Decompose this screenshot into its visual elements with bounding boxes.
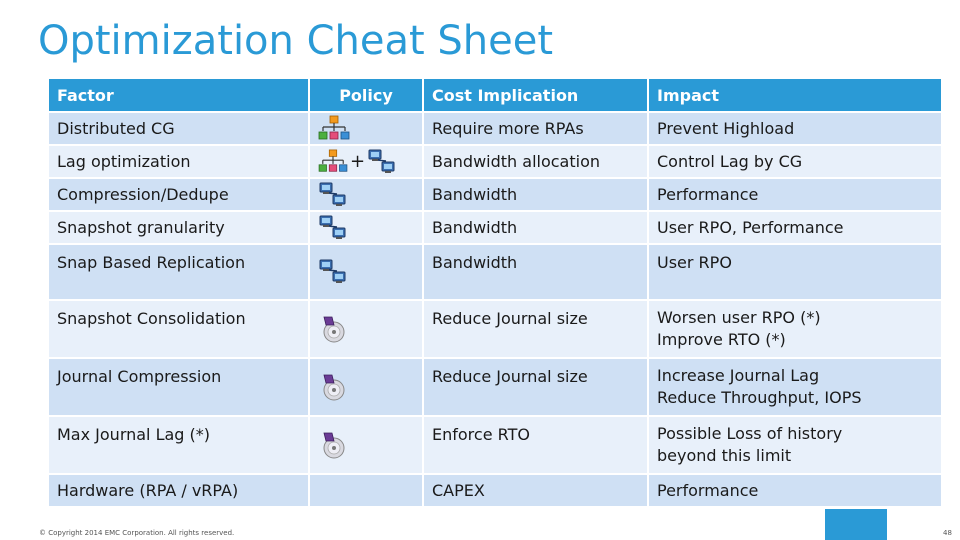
slide-title: Optimization Cheat Sheet xyxy=(38,18,554,64)
impact-cell: Prevent Highload xyxy=(647,111,943,146)
network-computers-icon xyxy=(319,259,346,283)
table-header-row: Factor Policy Cost Implication Impact xyxy=(47,77,943,113)
plus-sign: + xyxy=(350,151,366,172)
impact-cell: Worsen user RPO (*) Improve RTO (*) xyxy=(647,299,943,359)
policy-cell xyxy=(308,210,424,245)
cost-cell: Reduce Journal size xyxy=(422,299,649,359)
cost-cell: Enforce RTO xyxy=(422,415,649,475)
network-computers-icon xyxy=(319,182,346,206)
factor-cell: Journal Compression xyxy=(47,357,310,417)
impact-line: User RPO, Performance xyxy=(657,218,844,237)
table-row: Snapshot Consolidation Reduce Journal si… xyxy=(47,299,943,359)
disc-icon xyxy=(323,432,345,459)
impact-line: User RPO xyxy=(657,253,732,272)
impact-line: Control Lag by CG xyxy=(657,152,803,171)
cost-cell: Require more RPAs xyxy=(422,111,649,146)
cost-cell: CAPEX xyxy=(422,473,649,508)
header-cost: Cost Implication xyxy=(422,77,649,113)
cost-cell: Bandwidth allocation xyxy=(422,144,649,179)
impact-cell: Performance xyxy=(647,473,943,508)
cost-cell: Bandwidth xyxy=(422,210,649,245)
impact-line: Increase Journal Lag xyxy=(657,366,820,385)
table-row: Distributed CG Require more RPAs Prevent… xyxy=(47,111,943,146)
disc-icon xyxy=(323,316,345,343)
impact-cell: User RPO xyxy=(647,243,943,301)
factor-cell: Distributed CG xyxy=(47,111,310,146)
cheat-sheet-table: Factor Policy Cost Implication Impact Di… xyxy=(47,77,943,508)
header-impact: Impact xyxy=(647,77,943,113)
impact-cell: User RPO, Performance xyxy=(647,210,943,245)
table-row: Snapshot granularity Bandwidth User RPO,… xyxy=(47,210,943,245)
factor-cell: Hardware (RPA / vRPA) xyxy=(47,473,310,508)
impact-line: Improve RTO (*) xyxy=(657,330,786,349)
factor-cell: Lag optimization xyxy=(47,144,310,179)
policy-cell xyxy=(308,473,424,508)
table-row: Snap Based Replication Bandwidth User RP… xyxy=(47,243,943,301)
hierarchy-icon xyxy=(318,115,350,139)
factor-cell: Compression/Dedupe xyxy=(47,177,310,212)
policy-cell: + xyxy=(308,144,424,179)
network-computers-icon xyxy=(368,149,395,173)
policy-cell xyxy=(308,357,424,417)
table-row: Max Journal Lag (*) Enforce RTO Possible… xyxy=(47,415,943,475)
policy-cell xyxy=(308,415,424,475)
cost-cell: Bandwidth xyxy=(422,243,649,301)
impact-cell: Possible Loss of history beyond this limi… xyxy=(647,415,943,475)
hierarchy-icon xyxy=(318,149,348,172)
impact-line: Reduce Throughput, IOPS xyxy=(657,388,862,407)
table-row: Lag optimization + Ban xyxy=(47,144,943,179)
disc-icon xyxy=(323,374,345,401)
page-number: 48 xyxy=(943,529,952,537)
policy-cell xyxy=(308,299,424,359)
policy-cell xyxy=(308,243,424,301)
impact-cell: Control Lag by CG xyxy=(647,144,943,179)
factor-cell: Snap Based Replication xyxy=(47,243,310,301)
impact-line: Worsen user RPO (*) xyxy=(657,308,821,327)
table-row: Compression/Dedupe Bandwidth Performance xyxy=(47,177,943,212)
cost-cell: Bandwidth xyxy=(422,177,649,212)
factor-cell: Snapshot granularity xyxy=(47,210,310,245)
impact-line: Possible Loss of history xyxy=(657,424,843,443)
network-computers-icon xyxy=(319,215,346,239)
impact-cell: Performance xyxy=(647,177,943,212)
policy-cell xyxy=(308,177,424,212)
header-policy: Policy xyxy=(308,77,424,113)
factor-cell: Snapshot Consolidation xyxy=(47,299,310,359)
impact-line: Performance xyxy=(657,481,759,500)
copyright-footer: © Copyright 2014 EMC Corporation. All ri… xyxy=(39,529,235,537)
accent-block xyxy=(825,509,887,540)
cost-cell: Reduce Journal size xyxy=(422,357,649,417)
impact-line: beyond this limit xyxy=(657,446,792,465)
table-row: Journal Compression Reduce Journal size … xyxy=(47,357,943,417)
policy-cell xyxy=(308,111,424,146)
factor-cell: Max Journal Lag (*) xyxy=(47,415,310,475)
impact-cell: Increase Journal Lag Reduce Throughput, I… xyxy=(647,357,943,417)
header-factor: Factor xyxy=(47,77,310,113)
impact-line: Performance xyxy=(657,185,759,204)
table-row: Hardware (RPA / vRPA) CAPEX Performance xyxy=(47,473,943,508)
impact-line: Prevent Highload xyxy=(657,119,795,138)
